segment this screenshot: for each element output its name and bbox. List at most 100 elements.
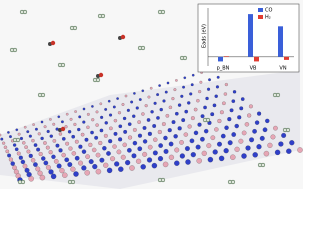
- atom: [210, 112, 215, 117]
- atom: [53, 159, 59, 164]
- atom: [171, 120, 176, 125]
- atom: [48, 169, 54, 175]
- atom: [217, 118, 222, 124]
- atom: [73, 171, 79, 177]
- atom: [82, 107, 86, 111]
- atom: [43, 141, 47, 145]
- atom: [109, 126, 113, 131]
- atom: [31, 138, 35, 143]
- atom: [98, 140, 103, 146]
- atom: [71, 151, 77, 156]
- atom: [120, 154, 126, 160]
- atom: [174, 111, 179, 116]
- atom: [201, 150, 207, 156]
- atom: [144, 104, 148, 108]
- molecule-atom: [60, 126, 66, 132]
- atom: [208, 78, 211, 82]
- atom: [122, 116, 127, 121]
- atom: [45, 145, 50, 150]
- atom: [138, 98, 142, 101]
- atom: [68, 146, 73, 151]
- atom: [210, 135, 216, 140]
- atom: [171, 97, 175, 101]
- x-tick-label: VB: [250, 66, 257, 72]
- molecule-atom: [72, 25, 78, 31]
- atom: [219, 110, 224, 115]
- atom: [74, 139, 79, 144]
- atom: [104, 121, 108, 125]
- atom: [28, 153, 33, 158]
- atom: [158, 84, 161, 87]
- atom: [51, 154, 56, 159]
- molecule-atom: [60, 62, 66, 68]
- atom: [26, 172, 32, 178]
- y-axis-label: Eads (eV): [202, 24, 208, 48]
- atom: [84, 170, 90, 176]
- molecule-atom: [160, 9, 166, 15]
- atom: [70, 166, 76, 172]
- molecule-atom: [15, 137, 21, 143]
- atom: [81, 149, 87, 154]
- atom: [165, 114, 170, 118]
- atom: [73, 122, 77, 126]
- atom: [8, 157, 13, 162]
- atom: [173, 134, 178, 139]
- atom: [142, 151, 148, 157]
- atom: [248, 104, 253, 109]
- atom: [45, 165, 51, 170]
- atom: [161, 122, 166, 126]
- legend-swatch: [258, 15, 263, 19]
- atom: [147, 131, 152, 136]
- atom: [206, 143, 212, 149]
- atom: [52, 122, 56, 126]
- atom: [163, 135, 168, 141]
- atom: [196, 158, 202, 164]
- atom: [187, 124, 192, 129]
- atom: [198, 90, 202, 94]
- atom: [61, 137, 66, 141]
- atom: [95, 110, 99, 114]
- atom: [32, 123, 35, 126]
- atom: [151, 162, 158, 169]
- atom: [118, 166, 124, 172]
- atom: [214, 94, 218, 98]
- atom: [270, 134, 276, 140]
- atom: [245, 145, 251, 151]
- atom: [0, 137, 4, 141]
- atom: [118, 124, 123, 129]
- atom: [88, 142, 93, 147]
- atom: [126, 108, 130, 112]
- atom: [104, 107, 108, 111]
- atom: [168, 105, 173, 110]
- atom: [103, 133, 108, 138]
- atom: [229, 108, 234, 113]
- atom: [103, 162, 109, 168]
- atom: [195, 144, 201, 150]
- molecule-atom: [50, 40, 56, 46]
- x-tick-label: p_BN: [217, 66, 230, 72]
- atom: [234, 123, 239, 129]
- atom: [142, 139, 148, 144]
- atom: [69, 117, 73, 121]
- atom: [121, 103, 125, 106]
- atom: [257, 111, 262, 116]
- atom: [267, 142, 273, 148]
- atom: [156, 116, 160, 120]
- atom: [227, 117, 232, 122]
- atom: [55, 143, 60, 148]
- atom: [173, 88, 177, 92]
- atom: [180, 94, 184, 98]
- atom: [41, 156, 46, 161]
- atom: [174, 147, 180, 153]
- atom: [95, 168, 102, 175]
- atom: [200, 136, 205, 142]
- atom: [91, 105, 94, 108]
- atom: [159, 107, 163, 112]
- legend-label: H₂: [265, 15, 271, 21]
- atom: [273, 125, 278, 131]
- atom: [49, 118, 52, 121]
- atom: [18, 155, 23, 160]
- atom: [118, 137, 123, 142]
- atom: [113, 131, 118, 136]
